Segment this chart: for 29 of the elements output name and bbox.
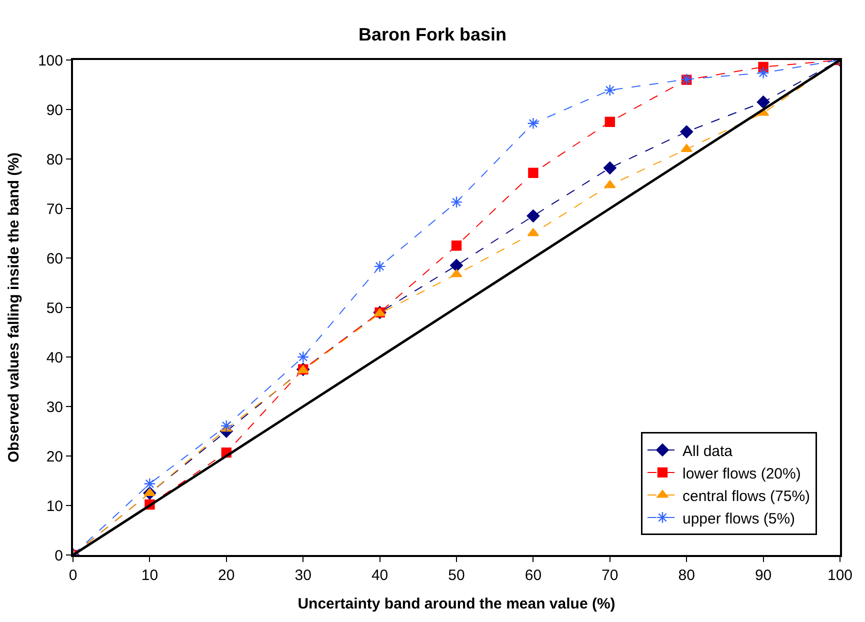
x-tick-label: 80 [678, 567, 695, 584]
x-tick-label: 70 [602, 567, 618, 584]
x-tick-label: 0 [68, 567, 78, 584]
y-tick-label: 0 [54, 547, 63, 564]
y-tick-label: 80 [46, 151, 63, 168]
x-tick-label: 40 [371, 567, 388, 584]
y-axis-title: Observed values falling inside the band (%) [6, 152, 23, 463]
y-tick-label: 10 [46, 498, 63, 515]
y-tick-label: 40 [46, 349, 63, 366]
y-tick-label: 50 [46, 300, 63, 317]
x-tick-label: 20 [218, 567, 235, 584]
x-tick-label: 50 [448, 567, 465, 584]
y-tick-label: 90 [46, 102, 63, 119]
legend-label: upper flows (5%) [682, 510, 796, 528]
legend-label: All data [682, 442, 734, 460]
legend-label: central flows (75%) [682, 488, 810, 505]
x-tick-label: 60 [524, 567, 542, 584]
x-axis-title: Uncertainty band around the mean value (%) [298, 596, 616, 612]
y-tick-label: 60 [46, 250, 63, 268]
x-tick-label: 90 [754, 567, 772, 584]
y-tick-label: 30 [46, 398, 63, 416]
y-tick-label: 20 [46, 448, 63, 466]
x-tick-label: 10 [141, 567, 158, 584]
chart-title: Baron Fork basin [358, 24, 507, 45]
x-tick-label: 100 [827, 567, 853, 584]
x-tick-label: 30 [294, 567, 312, 584]
y-tick-label: 100 [38, 52, 63, 70]
legend-label: lower flows (20%) [682, 465, 801, 482]
y-tick-label: 70 [46, 200, 63, 218]
